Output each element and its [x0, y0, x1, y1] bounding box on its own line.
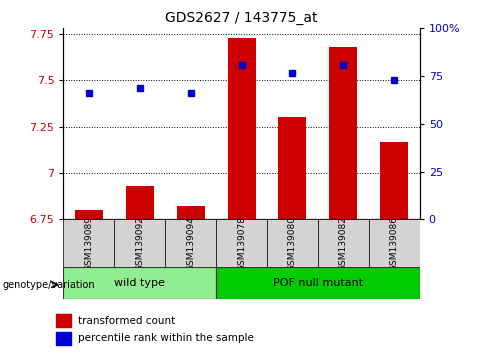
Text: transformed count: transformed count — [78, 316, 175, 326]
Bar — [126, 186, 154, 219]
Bar — [279, 118, 306, 219]
Title: GDS2627 / 143775_at: GDS2627 / 143775_at — [165, 11, 318, 24]
Bar — [216, 219, 267, 267]
Text: POF null mutant: POF null mutant — [273, 278, 363, 288]
Bar — [56, 332, 71, 345]
Bar — [329, 47, 357, 219]
Bar — [318, 219, 369, 267]
Bar — [63, 267, 216, 299]
Text: percentile rank within the sample: percentile rank within the sample — [78, 333, 254, 343]
Text: wild type: wild type — [114, 278, 165, 288]
Text: GSM139092: GSM139092 — [135, 216, 144, 271]
Text: GSM139094: GSM139094 — [186, 216, 195, 271]
Bar — [216, 267, 420, 299]
Bar — [56, 314, 71, 327]
Bar — [114, 219, 165, 267]
Bar — [267, 219, 318, 267]
Bar — [369, 219, 420, 267]
Text: genotype/variation: genotype/variation — [2, 280, 95, 290]
Text: GSM139089: GSM139089 — [84, 216, 93, 271]
Text: GSM139086: GSM139086 — [390, 216, 399, 271]
Text: GSM139078: GSM139078 — [237, 216, 246, 271]
Bar — [165, 219, 216, 267]
Bar — [380, 142, 408, 219]
Bar — [177, 206, 204, 219]
Bar — [227, 38, 256, 219]
Text: GSM139080: GSM139080 — [288, 216, 297, 271]
Bar — [63, 219, 114, 267]
Bar — [75, 210, 103, 219]
Text: GSM139082: GSM139082 — [339, 216, 348, 271]
